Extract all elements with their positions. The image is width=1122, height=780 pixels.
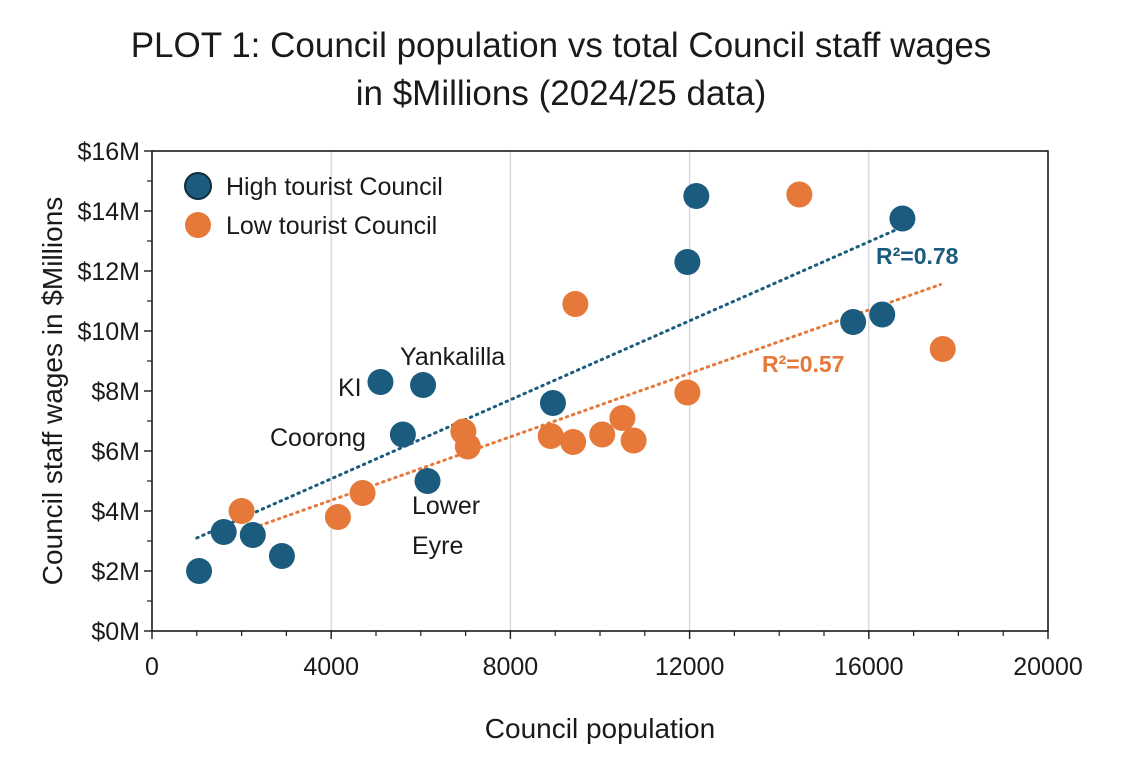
data-point-high-tourist — [683, 183, 710, 209]
legend-label-high-tourist: High tourist Council — [226, 173, 443, 201]
x-tick-label: 16000 — [834, 653, 904, 681]
data-point-high-tourist — [186, 558, 213, 584]
legend-marker-high-tourist — [184, 172, 212, 200]
y-tick-label: $16M — [77, 138, 140, 166]
trendlines — [195, 224, 942, 540]
y-tick-label: $10M — [77, 318, 140, 346]
data-point-high-tourist — [268, 543, 295, 569]
x-tick-label: 0 — [145, 653, 159, 681]
data-point-high-tourist — [889, 205, 916, 232]
x-axis-title: Council population — [485, 713, 715, 744]
y-tick-label: $14M — [77, 198, 140, 226]
data-point-high-tourist — [389, 421, 416, 448]
data-point-high-tourist — [367, 369, 394, 395]
y-tick-label: $12M — [77, 258, 140, 286]
data-point-high-tourist — [239, 522, 266, 548]
chart-title-line-1: PLOT 1: Council population vs total Coun… — [130, 26, 992, 65]
r2-label-high-tourist: R²=0.78 — [876, 243, 959, 269]
r2-label-low-tourist: R²=0.57 — [762, 351, 844, 377]
data-point-low-tourist — [228, 498, 255, 524]
data-point-low-tourist — [589, 421, 616, 448]
trendline-high-tourist — [195, 224, 907, 540]
data-point-low-tourist — [560, 429, 587, 455]
data-point-low-tourist — [454, 433, 481, 460]
data-point-high-tourist — [539, 390, 566, 416]
y-tick-label: $6M — [91, 438, 140, 466]
x-tick-label: 8000 — [483, 653, 539, 681]
x-tick-label: 4000 — [303, 653, 359, 681]
data-point-high-tourist — [840, 309, 867, 335]
data-point-low-tourist — [786, 181, 813, 208]
annotation-yankalilla: Yankalilla — [400, 343, 505, 371]
data-points — [186, 181, 956, 584]
chart-title: PLOT 1: Council population vs total Coun… — [0, 22, 1122, 118]
y-tick-label: $0M — [91, 618, 140, 646]
legend: High tourist Council Low tourist Council — [184, 172, 443, 240]
annotation-lower: Lower — [412, 492, 480, 520]
data-point-low-tourist — [609, 405, 636, 431]
legend-label-low-tourist: Low tourist Council — [226, 212, 437, 240]
legend-marker-low-tourist — [185, 212, 211, 238]
data-point-low-tourist — [620, 427, 647, 454]
trendline-low-tourist — [240, 283, 942, 534]
data-point-high-tourist — [869, 301, 896, 328]
data-point-low-tourist — [324, 504, 351, 530]
annotation-coorong: Coorong — [270, 424, 366, 452]
data-point-low-tourist — [537, 423, 564, 449]
annotation-eyre: Eyre — [412, 532, 463, 560]
x-tick-label: 20000 — [1013, 653, 1083, 681]
data-point-high-tourist — [210, 519, 237, 545]
data-point-high-tourist — [674, 249, 701, 275]
data-point-low-tourist — [349, 480, 376, 506]
y-tick-label: $2M — [91, 558, 140, 586]
data-point-high-tourist — [410, 372, 437, 398]
data-point-low-tourist — [674, 379, 701, 406]
data-point-high-tourist — [414, 468, 441, 494]
data-point-low-tourist — [929, 336, 956, 362]
x-tick-label: 12000 — [655, 653, 725, 681]
data-point-low-tourist — [562, 291, 589, 317]
annotation-ki: KI — [338, 374, 362, 402]
y-axis-title: Council staff wages in $Millions — [37, 197, 68, 586]
chart-title-line-2: in $Millions (2024/25 data) — [355, 74, 767, 113]
y-tick-label: $4M — [91, 498, 140, 526]
point-annotations: KI Yankalilla Coorong Lower Eyre — [270, 343, 505, 560]
y-tick-label: $8M — [91, 378, 140, 406]
axes: 0 4000 8000 12000 16000 20000 $0M $2M $4M $6M $8M $… — [77, 138, 1082, 681]
